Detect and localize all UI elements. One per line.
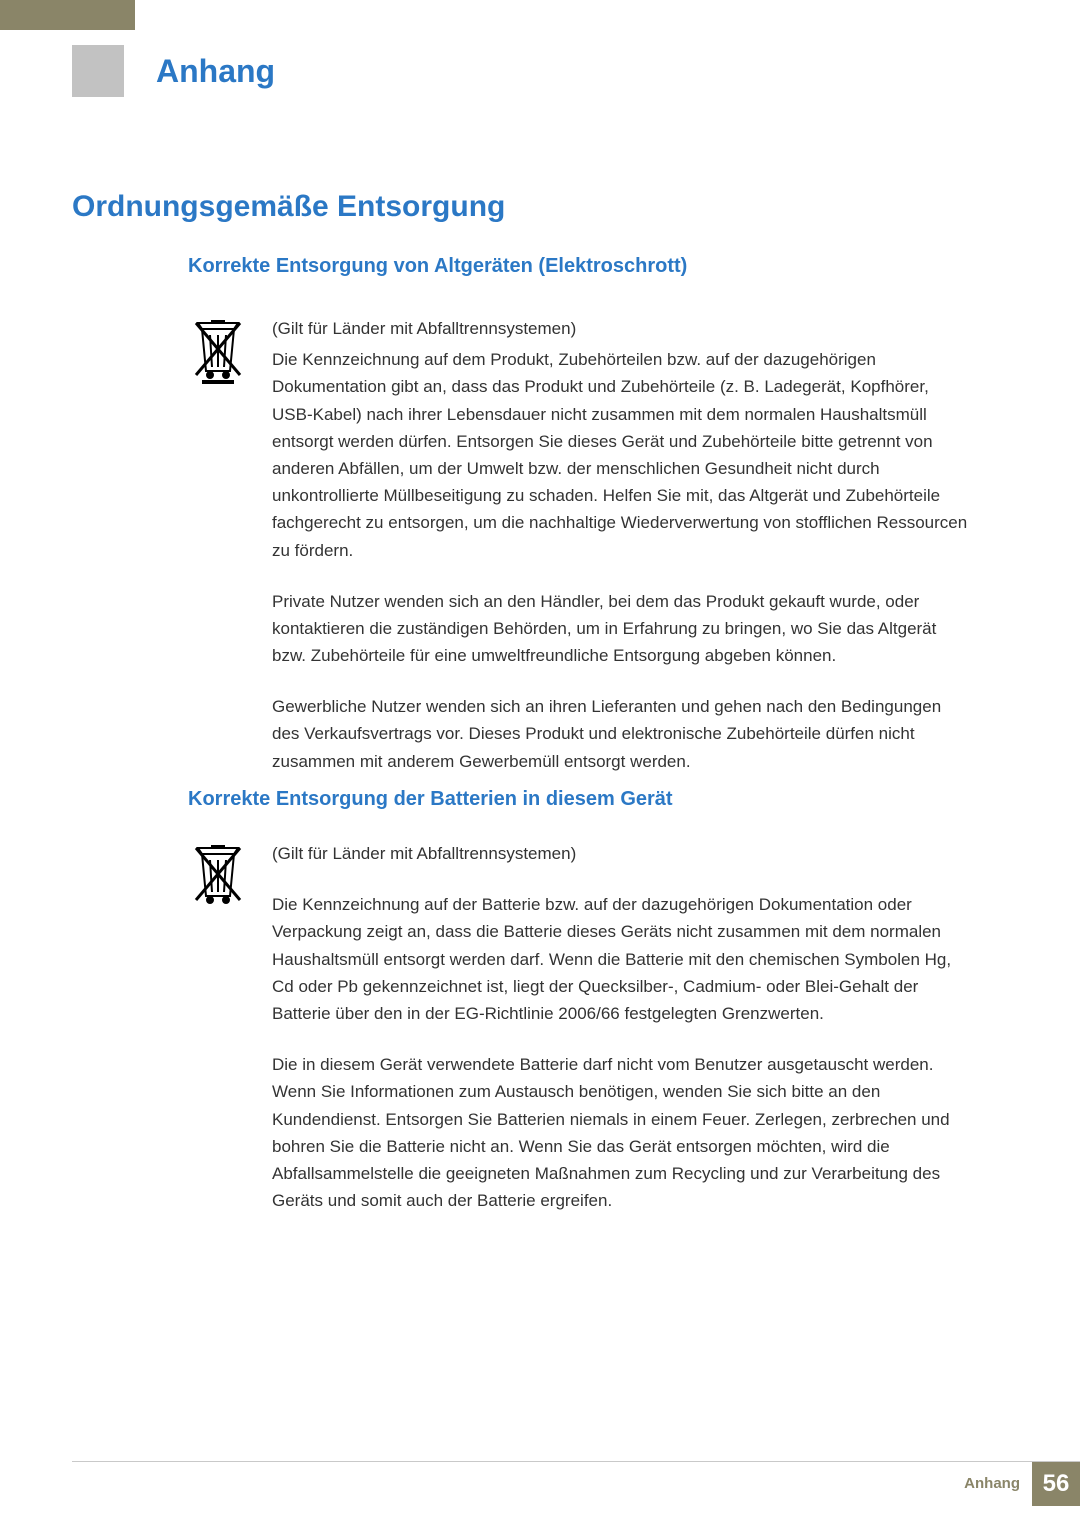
section-title: Ordnungsgemäße Entsorgung: [72, 190, 505, 224]
sec2-para-marking: Die Kennzeichnung auf der Batterie bzw. …: [272, 891, 970, 1027]
content-block-1: (Gilt für Länder mit Abfalltrennsystemen…: [188, 315, 970, 799]
sec1-para-main: Die Kennzeichnung auf dem Produkt, Zubeh…: [272, 346, 970, 564]
content-block-2: (Gilt für Länder mit Abfalltrennsystemen…: [188, 840, 970, 1238]
content-text-2: (Gilt für Länder mit Abfalltrennsystemen…: [272, 840, 970, 1238]
sec1-para-applicability: (Gilt für Länder mit Abfalltrennsystemen…: [272, 315, 970, 342]
chapter-title-row: Anhang: [72, 45, 275, 97]
chapter-title: Anhang: [156, 53, 275, 90]
sec2-para-applicability: (Gilt für Länder mit Abfalltrennsystemen…: [272, 840, 970, 867]
sec1-para-commercial: Gewerbliche Nutzer wenden sich an ihren …: [272, 693, 970, 775]
weee-bin-icon: [188, 840, 248, 910]
sec1-para-private: Private Nutzer wenden sich an den Händle…: [272, 588, 970, 670]
page-footer: Anhang 56: [72, 1461, 1080, 1505]
header-accent-bar: [0, 0, 135, 30]
chapter-icon-placeholder: [72, 45, 124, 97]
sec2-para-replacement: Die in diesem Gerät verwendete Batterie …: [272, 1051, 970, 1214]
weee-bin-icon: [188, 315, 248, 385]
subsection-title-2: Korrekte Entsorgung der Batterien in die…: [188, 788, 673, 811]
footer-chapter-label: Anhang: [964, 1475, 1032, 1492]
page-number: 56: [1032, 1462, 1080, 1506]
content-text-1: (Gilt für Länder mit Abfalltrennsystemen…: [272, 315, 970, 799]
subsection-title-1: Korrekte Entsorgung von Altgeräten (Elek…: [188, 255, 687, 278]
